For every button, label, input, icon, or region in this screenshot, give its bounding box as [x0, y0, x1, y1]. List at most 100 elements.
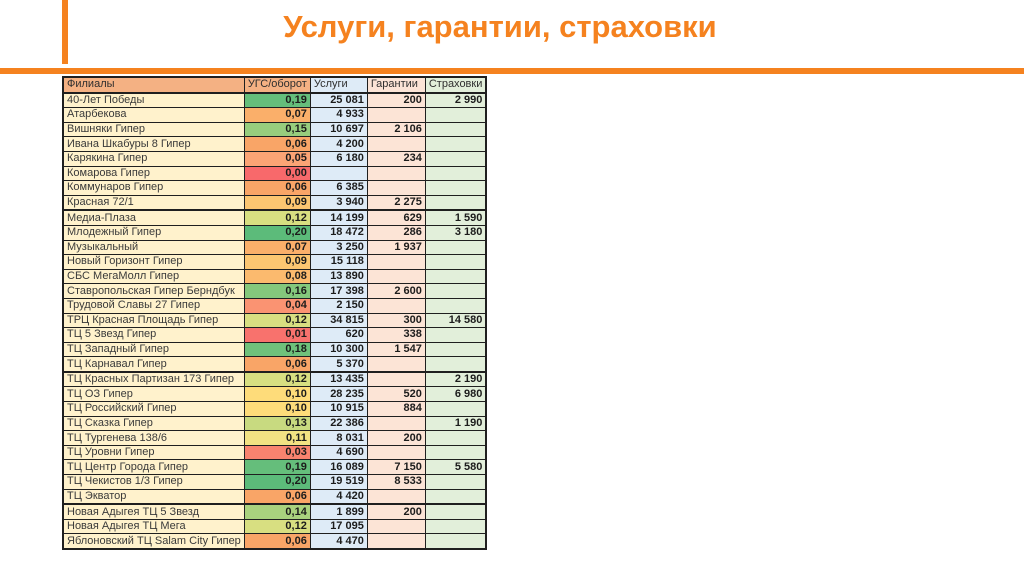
branch-name-cell: Медиа-Плаза — [62, 209, 245, 226]
table-row: ТЦ Уровни Гипер 0,03 4 690 — [62, 444, 487, 461]
warranties-cell — [366, 165, 426, 182]
table-row: Трудовой Славы 27 Гипер 0,04 2 150 — [62, 297, 487, 314]
ugs-turnover-cell: 0,06 — [243, 136, 311, 152]
warranties-cell — [366, 254, 426, 270]
services-cell: 4 933 — [309, 107, 368, 123]
ugs-turnover-cell: 0,12 — [243, 518, 311, 535]
ugs-turnover-cell: 0,11 — [243, 430, 311, 446]
table-row: ТЦ Центр Города Гипер 0,19 16 089 7 150 … — [62, 459, 487, 476]
ugs-turnover-cell: 0,08 — [243, 268, 311, 285]
branch-name-cell: ТЦ 5 Звезд Гипер — [62, 327, 245, 343]
insurances-cell — [424, 136, 487, 152]
insurances-cell — [424, 268, 487, 285]
branch-name-cell: ТЦ Карнавал Гипер — [62, 356, 245, 373]
warranties-cell: 286 — [366, 224, 426, 241]
column-header-ugs-turnover: УГС/оборот — [243, 76, 311, 94]
branch-name-cell: Трудовой Славы 27 Гипер — [62, 297, 245, 314]
warranties-cell — [366, 415, 426, 432]
warranties-cell — [366, 268, 426, 285]
ugs-turnover-cell: 0,19 — [243, 92, 311, 109]
insurances-cell — [424, 327, 487, 343]
services-cell: 4 420 — [309, 488, 368, 505]
warranties-cell: 1 937 — [366, 239, 426, 256]
insurances-cell: 5 580 — [424, 459, 487, 476]
insurances-cell — [424, 121, 487, 138]
insurances-cell — [424, 180, 487, 196]
table-row: Новый Горизонт Гипер 0,09 15 118 — [62, 254, 487, 270]
services-cell: 10 697 — [309, 121, 368, 138]
warranties-cell — [366, 370, 426, 388]
table-row: ТЦ Сказка Гипер 0,13 22 386 1 190 — [62, 415, 487, 432]
services-cell: 28 235 — [309, 386, 368, 403]
table-row: Ивана Шкабуры 8 Гипер 0,06 4 200 — [62, 136, 487, 152]
table-body: 40-Лет Победы 0,19 25 081 200 2 990 Атар… — [62, 92, 487, 550]
column-header-warranties: Гарантии — [366, 76, 426, 94]
branch-name-cell: ТЦ Красных Партизан 173 Гипер — [62, 370, 245, 388]
table-row: Новая Адыгея ТЦ Мега 0,12 17 095 — [62, 518, 487, 535]
table-row: ТЦ Экватор 0,06 4 420 — [62, 488, 487, 505]
services-cell: 4 200 — [309, 136, 368, 152]
branch-name-cell: ТЦ Тургенева 138/6 — [62, 430, 245, 446]
title-underline — [0, 68, 1024, 74]
services-cell: 3 940 — [309, 194, 368, 211]
ugs-turnover-cell: 0,16 — [243, 283, 311, 299]
services-cell: 4 470 — [309, 533, 368, 550]
insurances-cell — [424, 341, 487, 358]
insurances-cell — [424, 194, 487, 211]
table-row: Комарова Гипер 0,00 — [62, 165, 487, 182]
services-cell: 620 — [309, 327, 368, 343]
warranties-cell — [366, 444, 426, 461]
ugs-turnover-cell: 0,18 — [243, 341, 311, 358]
services-cell: 5 370 — [309, 356, 368, 373]
insurances-cell — [424, 107, 487, 123]
ugs-turnover-cell: 0,19 — [243, 459, 311, 476]
branch-name-cell: ТЦ Российский Гипер — [62, 401, 245, 417]
warranties-cell: 338 — [366, 327, 426, 343]
branch-name-cell: Новая Адыгея ТЦ Мега — [62, 518, 245, 535]
ugs-turnover-cell: 0,03 — [243, 444, 311, 461]
warranties-cell — [366, 518, 426, 535]
branch-name-cell: ТЦ ОЗ Гипер — [62, 386, 245, 403]
insurances-cell: 6 980 — [424, 386, 487, 403]
column-header-services: Услуги — [309, 76, 368, 94]
ugs-turnover-cell: 0,15 — [243, 121, 311, 138]
insurances-cell — [424, 283, 487, 299]
table-row: ТЦ 5 Звезд Гипер 0,01 620 338 — [62, 327, 487, 343]
insurances-cell: 1 190 — [424, 415, 487, 432]
table-row: ТЦ ОЗ Гипер 0,10 28 235 520 6 980 — [62, 386, 487, 403]
services-cell: 16 089 — [309, 459, 368, 476]
services-cell: 6 180 — [309, 150, 368, 167]
branch-name-cell: Яблоновский ТЦ Salam City Гипер — [62, 533, 245, 550]
table-row: Млодежный Гипер 0,20 18 472 286 3 180 — [62, 224, 487, 241]
insurances-cell — [424, 518, 487, 535]
warranties-cell — [366, 533, 426, 550]
services-cell: 1 899 — [309, 503, 368, 520]
table-row: Красная 72/1 0,09 3 940 2 275 — [62, 194, 487, 211]
insurances-cell: 1 590 — [424, 209, 487, 226]
warranties-cell: 884 — [366, 401, 426, 417]
branches-table: Филиалы УГС/оборот Услуги Гарантии Страх… — [62, 76, 488, 550]
branch-name-cell: Красная 72/1 — [62, 194, 245, 211]
insurances-cell — [424, 503, 487, 520]
services-cell: 4 690 — [309, 444, 368, 461]
ugs-turnover-cell: 0,20 — [243, 224, 311, 241]
insurances-cell — [424, 444, 487, 461]
warranties-cell: 7 150 — [366, 459, 426, 476]
services-cell: 3 250 — [309, 239, 368, 256]
branch-name-cell: Атарбекова — [62, 107, 245, 123]
services-cell — [309, 165, 368, 182]
warranties-cell — [366, 107, 426, 123]
insurances-cell — [424, 150, 487, 167]
table-row: Ставропольская Гипер Берндбук 0,16 17 39… — [62, 283, 487, 299]
insurances-cell — [424, 165, 487, 182]
ugs-turnover-cell: 0,06 — [243, 356, 311, 373]
branch-name-cell: Коммунаров Гипер — [62, 180, 245, 196]
branch-name-cell: Новая Адыгея ТЦ 5 Звезд — [62, 503, 245, 520]
services-cell: 17 095 — [309, 518, 368, 535]
table-header-row: Филиалы УГС/оборот Услуги Гарантии Страх… — [62, 76, 487, 94]
table-row: ТЦ Красных Партизан 173 Гипер 0,12 13 43… — [62, 370, 487, 388]
ugs-turnover-cell: 0,12 — [243, 312, 311, 329]
warranties-cell — [366, 136, 426, 152]
services-cell: 15 118 — [309, 254, 368, 270]
ugs-turnover-cell: 0,07 — [243, 107, 311, 123]
